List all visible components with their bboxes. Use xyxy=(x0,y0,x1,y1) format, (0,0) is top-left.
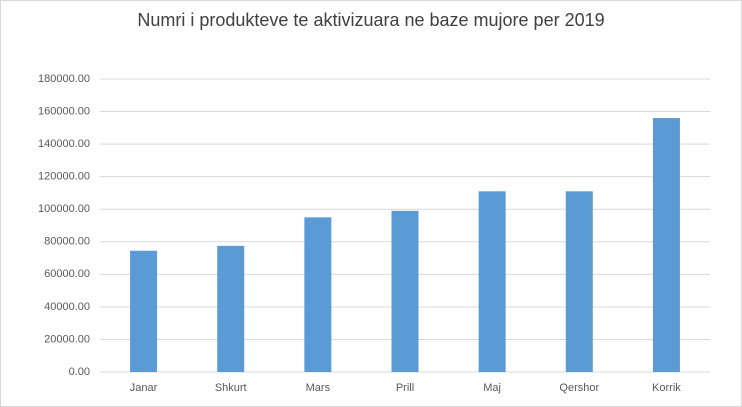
y-tick-label: 80000.00 xyxy=(44,236,90,248)
y-tick-label: 60000.00 xyxy=(44,268,90,280)
y-tick-label: 0.00 xyxy=(69,366,90,378)
y-tick-label: 140000.00 xyxy=(38,138,90,150)
y-tick-label: 120000.00 xyxy=(38,171,90,183)
y-tick-label: 160000.00 xyxy=(38,105,90,117)
x-tick-label: Prill xyxy=(396,382,414,394)
bar xyxy=(130,250,158,372)
x-tick-label: Janar xyxy=(130,382,158,394)
bar xyxy=(391,210,419,372)
y-tick-label: 40000.00 xyxy=(44,301,90,313)
x-tick-label: Mars xyxy=(306,382,331,394)
x-tick-label: Korrik xyxy=(652,382,681,394)
bar xyxy=(304,217,332,372)
y-tick-label: 20000.00 xyxy=(44,333,90,345)
y-tick-label: 180000.00 xyxy=(38,73,90,85)
chart-title: Numri i produkteve te aktivizuara ne baz… xyxy=(137,10,604,30)
x-tick-label: Qershor xyxy=(559,382,599,394)
bar xyxy=(565,191,593,372)
bar xyxy=(478,191,506,372)
y-tick-label: 100000.00 xyxy=(38,203,90,215)
x-tick-label: Shkurt xyxy=(215,382,247,394)
bar xyxy=(217,245,245,372)
x-tick-label: Maj xyxy=(483,382,501,394)
bar xyxy=(652,118,680,372)
